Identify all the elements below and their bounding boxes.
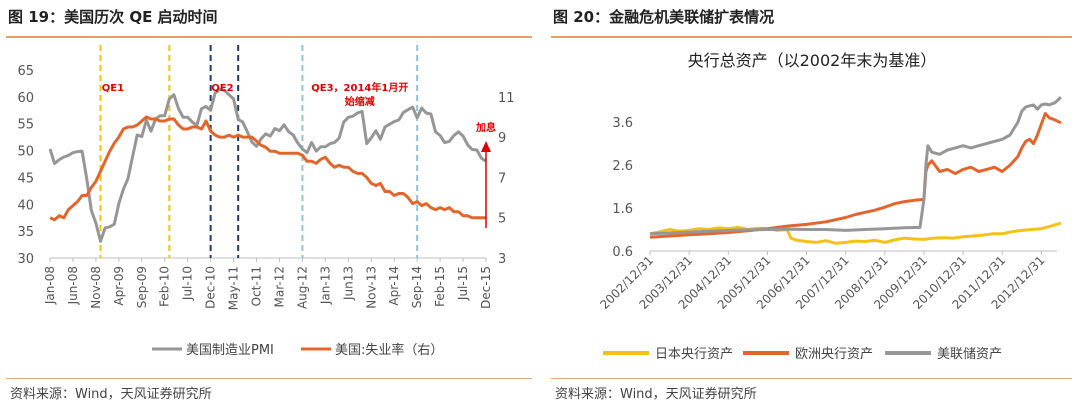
x-tick-label: Nov-13 [364,266,378,309]
y-right-tick-label: 3 [498,252,506,267]
x-tick-label: Jul-15 [456,266,470,301]
qe1-label: QE1 [102,83,124,94]
y-right-tick-label: 11 [498,91,515,106]
y-tick-label: 2.6 [612,159,633,174]
x-tick-label: Oct-11 [250,266,264,306]
x-tick-label: Jul-10 [181,266,195,301]
legend-ecb-label: 欧洲央行资产 [795,347,873,362]
y-right-tick-label: 5 [498,212,506,227]
ecb-assets-line [649,112,1062,239]
x-tick-label: Apr-14 [387,266,401,306]
x-tick-label: Feb-15 [433,266,447,307]
title-divider [6,36,532,38]
qe3-label: QE3，2014年1月开 [311,81,408,94]
rate-hike-arrowhead [481,141,491,152]
y-left-tick-label: 65 [17,64,34,79]
y-tick-label: 0.6 [612,245,633,260]
figure-20-title: 图 20：金融危机美联储扩表情况 [553,8,775,26]
title-divider [551,36,1072,38]
legend-boj-label: 日本央行资产 [655,347,733,362]
x-tick-label: Dec-15 [479,266,493,309]
figure-20-panel: 图 20：金融危机美联储扩表情况 央行总资产（以2002年末为基准） 0.6 1.6… [545,0,1080,413]
y-left-tick-label: 50 [17,145,34,160]
central-bank-assets-chart: 央行总资产（以2002年末为基准）0.61.62.63.62002/12/312… [597,51,1062,362]
figure-19-source: 资料来源：Wind，天风证券研究所 [10,387,212,402]
x-tick-label: Dec-10 [204,266,218,309]
y-tick-label: 3.6 [612,116,633,131]
x-tick-label: Jan-08 [43,266,57,305]
figure-20-source: 资料来源：Wind，天风证券研究所 [555,387,757,402]
unemployment-series-line [49,115,486,222]
fed-assets-line [649,96,1062,236]
boj-assets-line [649,221,1062,245]
y-left-tick-label: 55 [17,118,34,133]
x-tick-label: Feb-10 [158,266,172,307]
x-tick-label: Sep-14 [410,266,424,308]
x-tick-label: Sep-09 [135,266,149,308]
legend-fed-label: 美联储资产 [937,347,1002,362]
source-divider [551,378,1072,379]
x-tick-label: May-11 [227,266,241,310]
x-tick-label: Aug-12 [295,266,309,309]
y-left-tick-label: 30 [17,252,34,267]
y-left-tick-label: 45 [17,171,34,186]
x-tick-label: Jan-13 [318,266,332,305]
source-divider [6,378,532,379]
qe2-label: QE2 [211,83,233,94]
x-tick-label: Apr-09 [112,266,126,306]
x-tick-label: Mar-12 [272,266,286,307]
x-tick-label: Nov-08 [89,266,103,309]
qe3-label-line2: 始缩减 [345,95,375,108]
y-left-tick-label: 35 [17,225,34,240]
x-tick-label: Jun-08 [66,266,80,305]
legend-label-pmi: 美国制造业PMI [186,343,274,358]
y-left-tick-label: 40 [17,198,34,213]
y-right-tick-label: 9 [498,131,506,146]
legend-label-unemployment: 美国:失业率（右） [335,342,443,358]
rate-hike-label: 加息 [475,121,496,134]
figure-19-title: 图 19：美国历次 QE 启动时间 [8,8,218,26]
y-right-tick-label: 7 [498,171,506,186]
chart-title: 央行总资产（以2002年末为基准） [688,51,937,70]
x-tick-label: Jun13 [341,266,355,301]
y-left-tick-label: 60 [17,91,34,106]
y-tick-label: 1.6 [612,202,633,217]
figure-19-panel: 图 19：美国历次 QE 启动时间 30 35 40 45 50 55 60 65 3 5 7 9 11… [6,8,532,402]
pmi-series-line [48,87,487,243]
